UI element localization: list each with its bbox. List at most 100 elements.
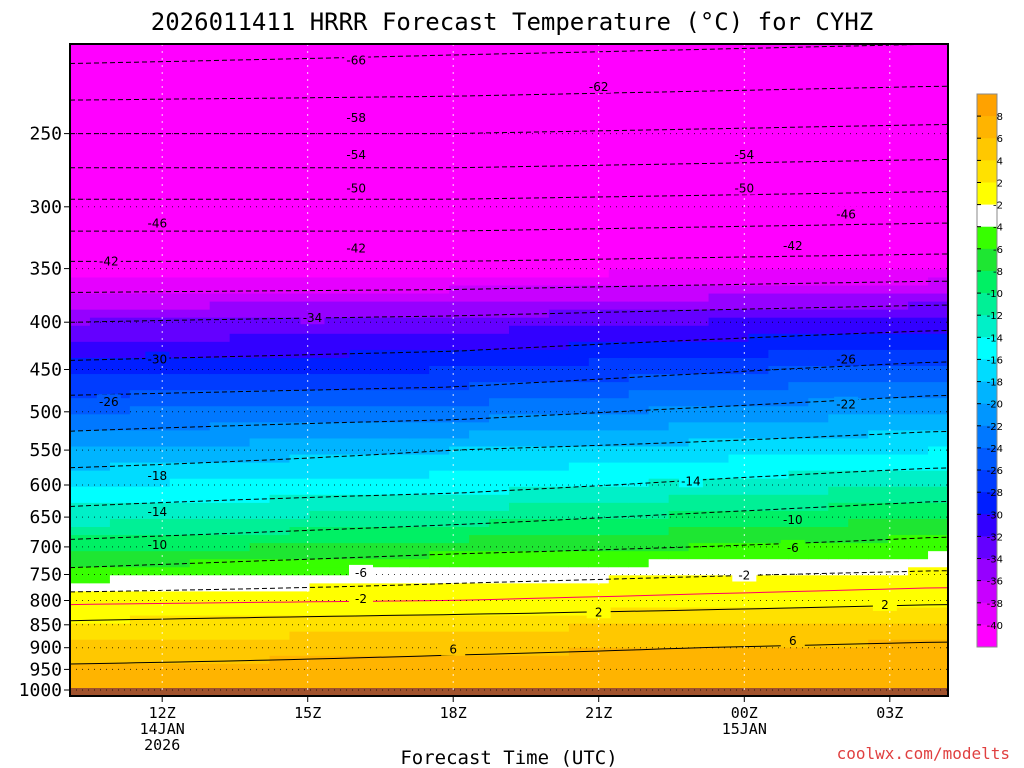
- temperature-cell: [509, 647, 530, 657]
- temperature-cell: [808, 406, 829, 415]
- temperature-cell: [668, 60, 690, 69]
- temperature-cell: [648, 559, 670, 568]
- temperature-cell: [628, 414, 650, 423]
- temperature-cell: [509, 502, 530, 512]
- temperature-cell: [748, 398, 769, 407]
- temperature-cell: [229, 52, 251, 61]
- temperature-cell: [229, 92, 251, 101]
- temperature-cell: [169, 180, 191, 190]
- temperature-cell: [409, 44, 430, 53]
- temperature-cell: [229, 285, 251, 295]
- temperature-cell: [269, 374, 291, 383]
- temperature-cell: [868, 422, 889, 432]
- temperature-cell: [469, 253, 490, 262]
- temperature-cell: [229, 68, 251, 77]
- temperature-cell: [768, 277, 789, 287]
- temperature-cell: [648, 510, 670, 520]
- temperature-cell: [888, 229, 909, 238]
- temperature-cell: [688, 422, 710, 432]
- temperature-cell: [528, 140, 550, 150]
- temperature-cell: [628, 52, 650, 61]
- y-axis: 2503003504004505005506006507007508008509…: [19, 124, 70, 701]
- temperature-cell: [269, 349, 291, 359]
- temperature-cell: [588, 253, 610, 262]
- temperature-cell: [209, 100, 231, 109]
- temperature-cell: [828, 510, 849, 520]
- temperature-cell: [469, 462, 490, 472]
- temperature-cell: [409, 374, 430, 383]
- temperature-cell: [888, 647, 909, 657]
- temperature-cell: [808, 470, 829, 480]
- temperature-cell: [509, 454, 530, 464]
- temperature-cell: [109, 486, 131, 496]
- temperature-cell: [89, 510, 111, 520]
- temperature-cell: [688, 349, 710, 359]
- temperature-cell: [888, 607, 909, 617]
- temperature-cell: [668, 671, 690, 681]
- legend-swatch: [977, 293, 997, 316]
- temperature-cell: [309, 285, 330, 295]
- temperature-cell: [389, 116, 410, 126]
- temperature-cell: [329, 454, 350, 464]
- temperature-cell: [728, 205, 750, 214]
- contour-label-bg: [349, 590, 373, 605]
- temperature-cell: [548, 237, 570, 246]
- temperature-cell: [389, 140, 410, 150]
- temperature-cell: [708, 92, 730, 101]
- temperature-cell: [209, 221, 231, 230]
- temperature-cell: [409, 510, 430, 520]
- temperature-cell: [149, 663, 171, 673]
- temperature-cell: [848, 575, 869, 584]
- temperature-cell: [469, 229, 490, 238]
- temperature-cell: [628, 245, 650, 254]
- temperature-cell: [868, 567, 889, 576]
- temperature-cell: [868, 229, 889, 238]
- temperature-cell: [229, 647, 251, 657]
- temperature-cell: [209, 124, 231, 134]
- temperature-cell: [509, 470, 530, 480]
- temperature-cell: [848, 527, 869, 536]
- temperature-cell: [369, 639, 390, 649]
- temperature-cell: [848, 679, 869, 689]
- temperature-cell: [329, 116, 350, 126]
- temperature-cell: [908, 679, 929, 689]
- temperature-cell: [848, 543, 869, 552]
- temperature-cell: [708, 518, 730, 528]
- temperature-cell: [369, 269, 390, 279]
- temperature-cell: [409, 607, 430, 617]
- temperature-cell: [828, 607, 849, 617]
- temperature-cell: [389, 357, 410, 367]
- temperature-cell: [269, 518, 291, 528]
- temperature-cell: [229, 164, 251, 174]
- temperature-cell: [628, 510, 650, 520]
- temperature-cell: [509, 430, 530, 440]
- temperature-cell: [169, 663, 191, 673]
- temperature-cell: [928, 575, 949, 584]
- temperature-cell: [848, 366, 869, 375]
- temperature-cell: [688, 398, 710, 407]
- temperature-cell: [848, 567, 869, 576]
- temperature-cell: [429, 196, 450, 206]
- temperature-cell: [249, 527, 271, 536]
- temperature-cell: [708, 156, 730, 166]
- temperature-cell: [449, 341, 470, 351]
- temperature-cell: [528, 518, 550, 528]
- temperature-cell: [668, 623, 690, 633]
- temperature-cell: [768, 414, 789, 423]
- temperature-cell: [109, 92, 131, 101]
- temperature-cell: [668, 180, 690, 190]
- temperature-cell: [728, 382, 750, 391]
- temperature-cell: [728, 406, 750, 415]
- temperature-cell: [169, 446, 191, 456]
- contour-label-bg: [872, 597, 897, 611]
- temperature-cell: [908, 148, 929, 158]
- temperature-cell: [568, 293, 590, 303]
- temperature-cell: [648, 430, 670, 440]
- temperature-cell: [389, 575, 410, 584]
- temperature-cell: [908, 253, 929, 262]
- temperature-cell: [509, 237, 530, 246]
- temperature-cell: [109, 60, 131, 69]
- temperature-cell: [588, 406, 610, 415]
- temperature-cell: [249, 44, 271, 53]
- temperature-cell: [928, 647, 949, 657]
